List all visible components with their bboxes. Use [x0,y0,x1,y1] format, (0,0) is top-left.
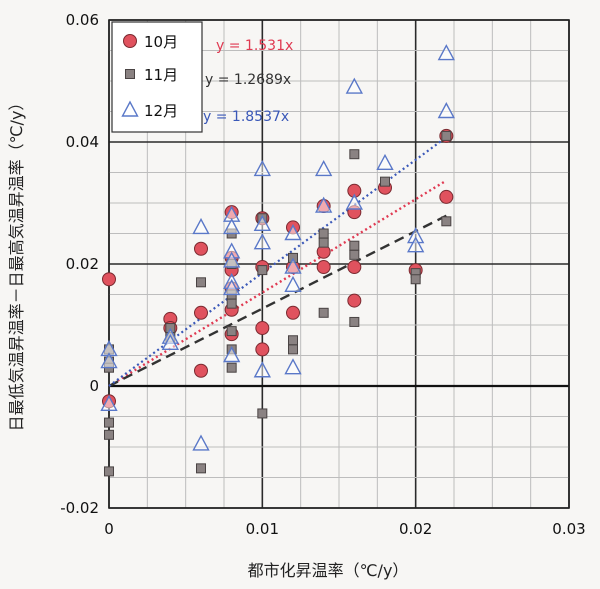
data-point [196,463,206,474]
y-tick-label: 0.04 [66,133,99,151]
data-point [196,277,206,288]
data-point [347,260,362,275]
data-point [226,362,237,373]
legend-marker [125,69,135,79]
data-point [253,159,272,177]
data-point [222,346,241,363]
data-point [194,305,208,320]
data-point [437,102,456,119]
y-tick-label: 0.02 [66,255,99,273]
data-point [104,429,114,440]
trend-equation: y = 1.8537x [203,109,289,125]
data-point [222,217,241,235]
data-point [257,408,268,419]
data-point [406,236,425,253]
data-point [380,176,390,187]
data-point [100,352,118,369]
data-point [194,241,208,256]
legend: 10月 11月 12月 [111,21,203,133]
data-point [102,272,116,287]
data-point [255,321,270,336]
data-point [286,305,300,320]
data-point [288,344,298,355]
data-point [349,240,360,251]
data-point [257,265,268,276]
data-point [349,316,360,327]
data-point [314,159,333,177]
data-point [284,358,302,375]
data-point [318,228,329,239]
data-point [314,196,333,213]
x-tick-label: 0 [104,520,114,538]
y-tick-label: 0 [89,377,99,395]
data-point [345,77,364,94]
data-point [192,217,210,235]
legend-label: 11月 [144,66,178,84]
data-point [284,224,302,241]
data-point [161,333,180,350]
y-tick-label: 0.06 [66,11,99,29]
trend-equations: y = 1.531x y = 1.2689x y = 1.8537x [203,38,293,125]
data-point [318,237,329,248]
data-point [347,293,362,308]
trend-line [108,214,447,388]
data-point [192,434,210,451]
data-point [222,251,241,268]
data-point [441,130,452,141]
data-point [349,149,360,160]
data-point [104,417,114,428]
data-point [284,257,302,274]
data-point [222,278,241,296]
x-tick-label: 0.03 [552,520,585,538]
data-point [253,361,272,378]
data-point [376,153,394,171]
trend-equation: y = 1.2689x [205,72,291,88]
trend-lines [108,136,447,388]
y-axis-title: 日最低気温昇温率－日最高気温昇温率（℃/y） [7,95,26,432]
trend-line [108,136,447,387]
y-tick-label: -0.02 [60,499,99,517]
data-point [318,307,329,318]
data-point [349,249,360,260]
trend-line [108,179,447,388]
trend-equation: y = 1.531x [216,38,293,54]
data-point [439,189,454,204]
grid-lines [108,19,570,509]
data-point [284,275,302,293]
x-tick-label: 0.01 [246,520,279,538]
data-point [437,44,456,61]
data-point [410,274,421,285]
data-point [288,335,298,346]
data-point [100,394,118,411]
data-point [345,193,364,210]
data-point [255,342,270,357]
data-point [316,260,331,275]
x-axis-title: 都市化昇温率（℃/y） [248,561,409,580]
data-point [104,466,114,477]
legend-marker [123,34,137,48]
data-point [441,216,452,227]
data-point [226,326,237,337]
data-point [194,363,208,378]
plot-frame [108,19,570,509]
data-point [226,298,237,309]
legend-marker [121,100,139,117]
tick-labels: 0 0.01 0.02 0.03 -0.02 0 0.02 0.04 0.06 [60,11,586,538]
data-points [100,44,456,477]
data-point [253,214,272,232]
legend-label: 10月 [144,33,178,51]
legend-label: 12月 [144,102,178,120]
data-point [253,233,272,250]
x-tick-label: 0.02 [399,520,432,538]
